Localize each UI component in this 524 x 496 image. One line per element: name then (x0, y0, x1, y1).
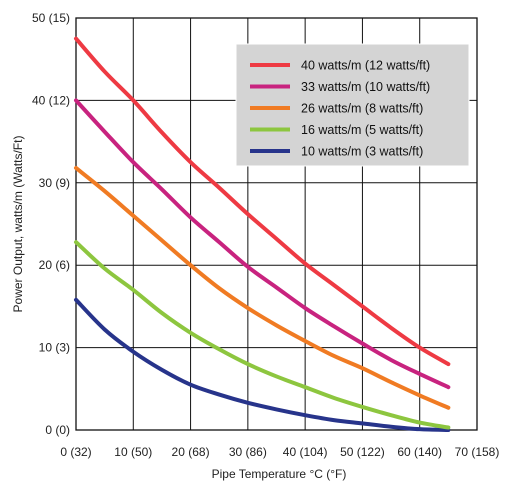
y-tick-labels: 0 (0) 10 (3) 20 (6) 30 (9) 40 (12) 50 (15) (32, 11, 70, 437)
y-tick-label: 0 (0) (45, 423, 70, 437)
x-tick-label: 30 (86) (229, 445, 267, 459)
y-tick-label: 50 (15) (32, 11, 70, 25)
legend-entries: 40 watts/m (12 watts/ft) 33 watts/m (10 w… (250, 59, 430, 159)
series-line (74, 240, 451, 430)
x-tick-labels: 0 (32) 10 (50) 20 (68) 30 (86) 40 (104) 50 (1… (60, 445, 499, 459)
y-tick-label: 40 (12) (32, 93, 70, 107)
legend-label: 10 watts/m (3 watts/ft) (301, 145, 423, 159)
x-tick-label: 50 (122) (340, 445, 385, 459)
x-tick-label: 70 (158) (455, 445, 500, 459)
legend-label: 26 watts/m (8 watts/ft) (301, 102, 423, 116)
y-tick-label: 30 (9) (39, 176, 70, 190)
x-axis-label: Pipe Temperature °C (°F) (212, 467, 347, 481)
x-tick-label: 0 (32) (60, 445, 91, 459)
legend-label: 40 watts/m (12 watts/ft) (301, 59, 430, 73)
x-tick-label: 40 (104) (283, 445, 328, 459)
x-tick-label: 20 (68) (172, 445, 210, 459)
series-line (74, 98, 451, 390)
series-line (74, 297, 451, 432)
y-tick-label: 10 (3) (39, 341, 70, 355)
y-axis-label: Power Output, watts/m (Watts/Ft) (11, 136, 25, 313)
series-lines (74, 36, 451, 432)
legend-label: 16 watts/m (5 watts/ft) (301, 123, 423, 137)
x-tick-label: 10 (50) (114, 445, 152, 459)
x-tick-label: 60 (140) (397, 445, 442, 459)
series-line (74, 36, 451, 367)
series-line (74, 165, 451, 410)
legend-label: 33 watts/m (10 watts/ft) (301, 80, 430, 94)
y-tick-label: 20 (6) (39, 258, 70, 272)
legend: 40 watts/m (12 watts/ft) 33 watts/m (10 w… (235, 43, 470, 167)
plot-frame (75, 17, 478, 431)
